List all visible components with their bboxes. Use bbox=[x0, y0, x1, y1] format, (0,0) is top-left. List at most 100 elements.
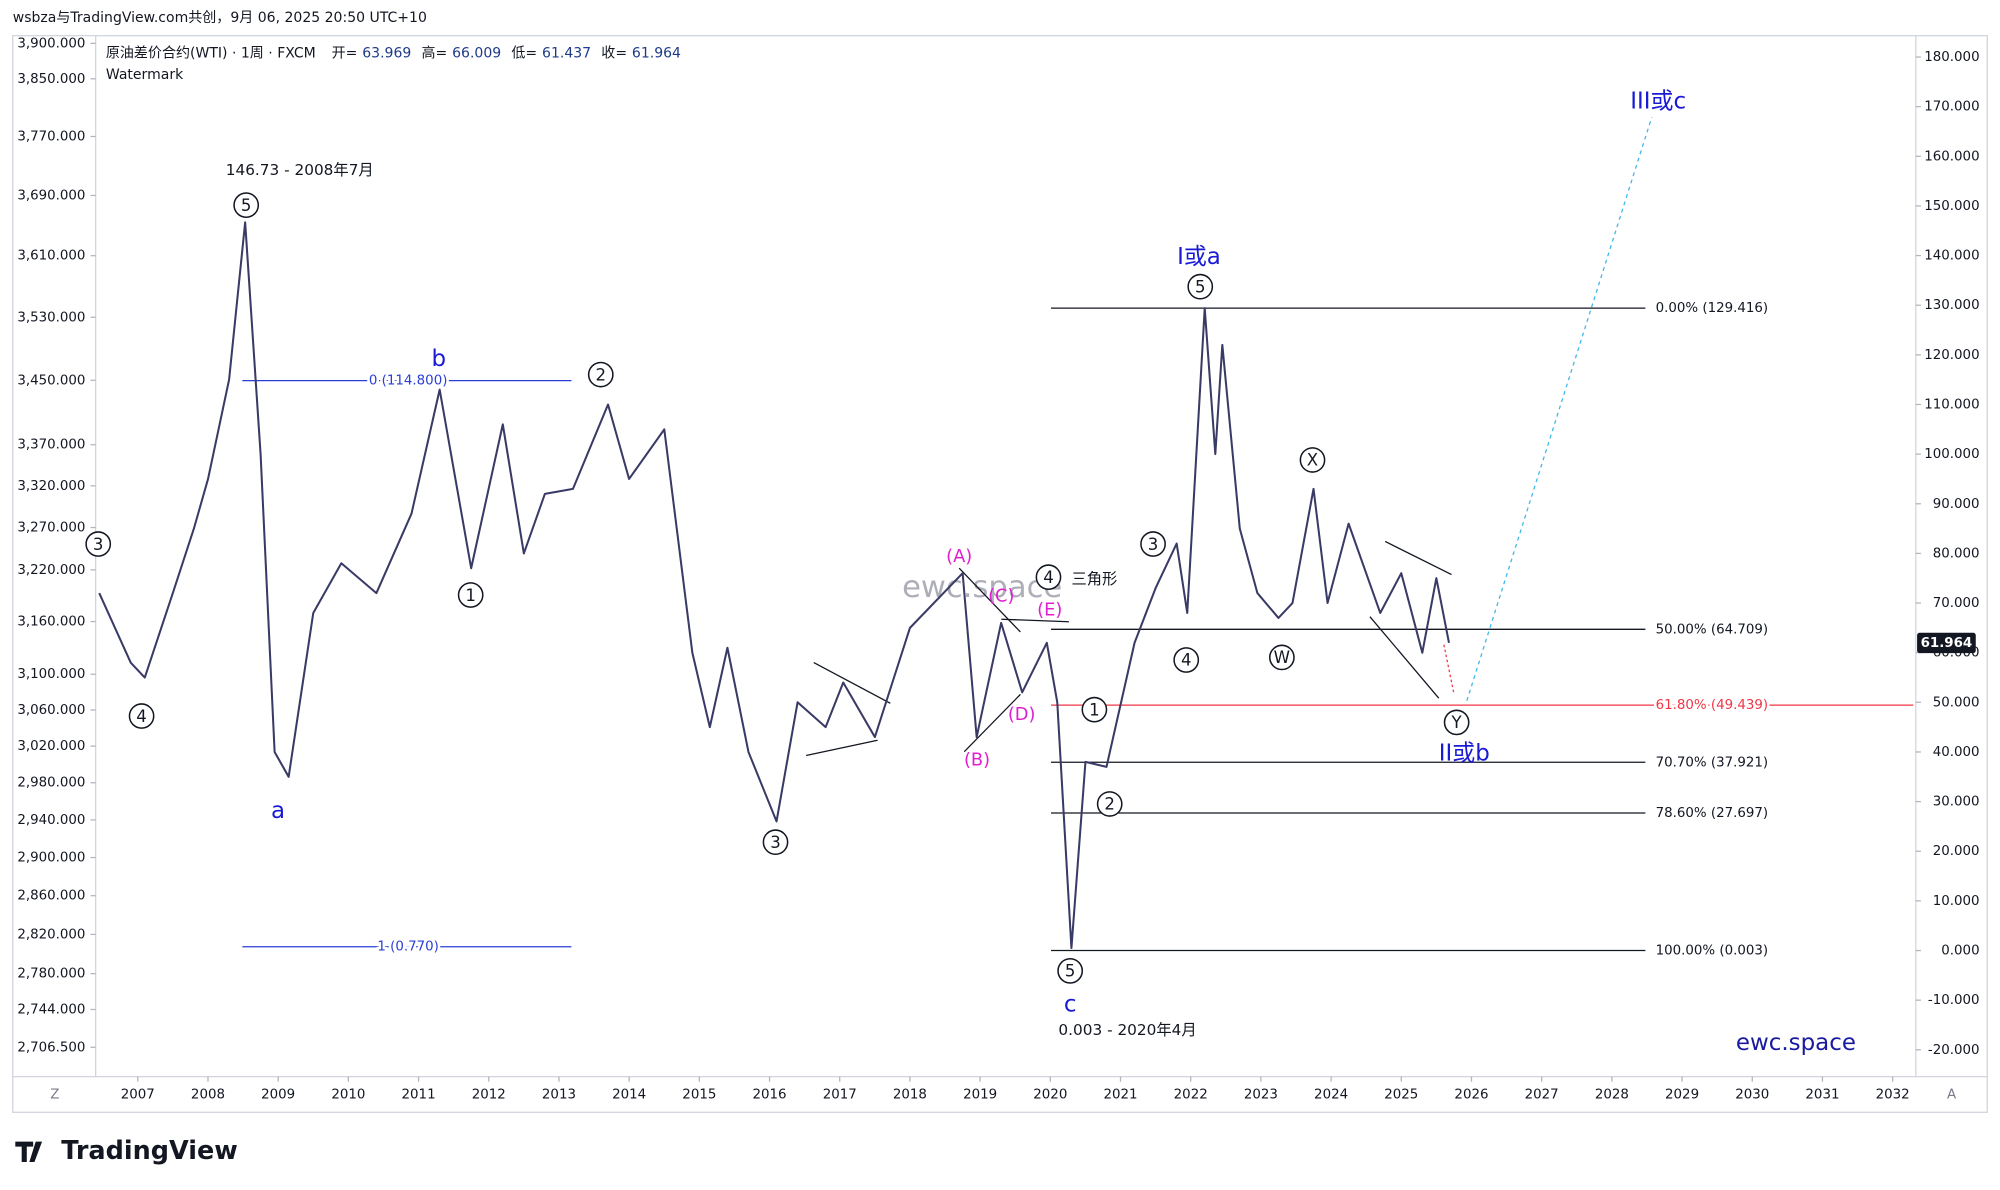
x-tick-label: 2024 bbox=[1314, 1087, 1348, 1102]
x-tick-label: 2017 bbox=[823, 1087, 857, 1102]
wave-circle bbox=[128, 703, 155, 729]
wave-label: c bbox=[1064, 992, 1077, 1018]
y-tick-label: 70.000 bbox=[1933, 596, 1980, 611]
x-tick-label: 2012 bbox=[472, 1087, 506, 1102]
y2-tick-label: 3,060.000 bbox=[17, 703, 85, 718]
price-line bbox=[98, 221, 1450, 950]
x-tick-label: 2014 bbox=[612, 1087, 646, 1102]
ohlc-value: 66.009 bbox=[452, 46, 501, 62]
x-tick-label: 2016 bbox=[753, 1087, 787, 1102]
logo-text: TradingView bbox=[61, 1136, 238, 1166]
wave-label: (C) bbox=[988, 585, 1014, 606]
wave-label: 1 bbox=[465, 586, 476, 605]
wave-label: 2 bbox=[1104, 795, 1115, 814]
axis-button[interactable]: Z bbox=[50, 1087, 59, 1102]
trend-line bbox=[1369, 616, 1440, 699]
wave-circle bbox=[1035, 564, 1062, 591]
wave-circle bbox=[1269, 644, 1295, 671]
y-tick-label: 160.000 bbox=[1924, 149, 1979, 164]
x-tick-label: 2020 bbox=[1033, 1087, 1067, 1102]
wave-label: II或b bbox=[1439, 741, 1490, 767]
wave-label: 3 bbox=[770, 833, 781, 852]
x-tick-label: 2028 bbox=[1595, 1087, 1629, 1102]
projection-arrow bbox=[1443, 644, 1455, 695]
y2-tick-label: 3,690.000 bbox=[17, 188, 85, 203]
watermark-label: Watermark bbox=[106, 67, 184, 83]
ohlc-label: 开= bbox=[332, 46, 358, 62]
x-tick-label: 2013 bbox=[542, 1087, 576, 1102]
wave-circle bbox=[457, 582, 484, 608]
symbol: 原油差价合约(WTI) · 1周 · FXCM bbox=[106, 46, 316, 62]
wave-circle bbox=[1187, 273, 1214, 300]
y2-tick-label: 2,900.000 bbox=[17, 851, 85, 866]
x-tick-label: 2025 bbox=[1384, 1087, 1418, 1102]
y-tick-label: 10.000 bbox=[1933, 894, 1980, 909]
wave-circle bbox=[233, 192, 260, 218]
x-tick-label: 2018 bbox=[893, 1087, 927, 1102]
attribution: wsbza与TradingView.com共创，9月 06, 2025 20:5… bbox=[13, 10, 427, 26]
y2-tick-label: 2,820.000 bbox=[17, 927, 85, 942]
wave-label: W bbox=[1274, 648, 1290, 667]
y2-tick-label: 3,450.000 bbox=[17, 373, 85, 388]
wave-circle bbox=[587, 361, 614, 388]
last-price: 61.964 bbox=[1921, 636, 1973, 651]
drawings bbox=[805, 117, 1653, 757]
wave-circle bbox=[1057, 957, 1084, 984]
wave-label: 5 bbox=[1195, 277, 1206, 296]
wave-label: b bbox=[431, 346, 446, 372]
trend-line bbox=[1001, 618, 1069, 623]
y2-tick-label: 3,270.000 bbox=[17, 521, 85, 536]
fib-label: 61.80% (49.439) bbox=[1656, 698, 1769, 713]
trend-line bbox=[805, 739, 878, 757]
brand: ewc.space bbox=[1736, 1030, 1856, 1056]
ohlc-value: 63.969 bbox=[362, 46, 411, 62]
x-tick-label: 2032 bbox=[1876, 1087, 1910, 1102]
y2-tick-label: 3,850.000 bbox=[17, 72, 85, 87]
y-tick-label: 30.000 bbox=[1933, 795, 1980, 810]
y2-tick-label: 2,860.000 bbox=[17, 889, 85, 904]
x-tick-label: 2027 bbox=[1525, 1087, 1559, 1102]
trend-line bbox=[963, 693, 1021, 753]
y2-tick-label: 3,900.000 bbox=[17, 36, 85, 51]
wave-label: 5 bbox=[241, 196, 252, 215]
y-tick-label: 180.000 bbox=[1924, 50, 1979, 65]
ohlc-value: 61.437 bbox=[542, 46, 591, 62]
center-watermark: ewc.space bbox=[902, 570, 1062, 605]
wave-circle bbox=[1140, 531, 1166, 557]
trend-line bbox=[813, 661, 891, 704]
wave-label: 1 bbox=[1089, 700, 1100, 719]
y-tick-label: 170.000 bbox=[1924, 100, 1979, 115]
frame bbox=[12, 35, 1988, 1113]
x-tick-label: 2029 bbox=[1665, 1087, 1699, 1102]
wave-circle bbox=[1443, 709, 1470, 736]
x-tick-label: 2031 bbox=[1805, 1087, 1839, 1102]
y2-tick-label: 3,370.000 bbox=[17, 438, 85, 453]
ohlc-label: 低= bbox=[511, 46, 537, 62]
y-tick-label: 110.000 bbox=[1924, 397, 1979, 412]
fib-label: 1 (0.770) bbox=[377, 940, 439, 955]
projection-line bbox=[1466, 117, 1653, 701]
fib-label: 50.00% (64.709) bbox=[1656, 622, 1769, 637]
wave-label: (A) bbox=[946, 546, 972, 567]
wave-label: X bbox=[1307, 451, 1318, 470]
wave-label: 三角形 bbox=[1071, 570, 1117, 588]
y2-tick-label: 2,940.000 bbox=[17, 813, 85, 828]
x-tick-label: 2010 bbox=[331, 1087, 365, 1102]
wave-label: 146.73 - 2008年7月 bbox=[226, 161, 374, 179]
ohlc-value: 61.964 bbox=[632, 46, 681, 62]
y2-tick-label: 2,744.000 bbox=[17, 1002, 85, 1017]
x-tick-label: 2009 bbox=[261, 1087, 295, 1102]
wave-label: 4 bbox=[1181, 651, 1192, 670]
y2-tick-label: 3,530.000 bbox=[17, 310, 85, 325]
wave-label: 2 bbox=[595, 365, 606, 384]
x-tick-label: 2015 bbox=[682, 1087, 716, 1102]
y-tick-label: 140.000 bbox=[1924, 249, 1979, 264]
wave-label: (E) bbox=[1037, 599, 1062, 620]
y2-tick-label: 2,780.000 bbox=[17, 967, 85, 982]
y2-tick-label: 2,706.500 bbox=[17, 1040, 85, 1055]
wave-label: I或a bbox=[1177, 244, 1221, 270]
ohlc-label: 收= bbox=[601, 46, 627, 62]
axis-button[interactable]: A bbox=[1947, 1087, 1957, 1102]
wave-label: III或c bbox=[1630, 88, 1686, 114]
